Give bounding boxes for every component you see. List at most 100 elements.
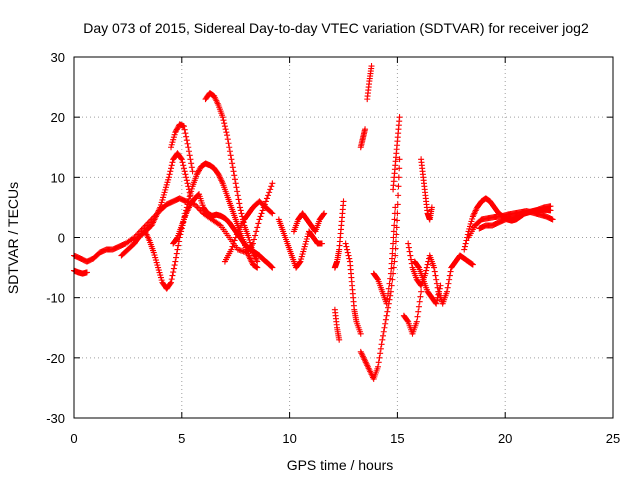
data-point [216,221,223,228]
data-point [221,120,228,127]
data-point [188,164,195,171]
data-point [342,240,349,247]
data-point [168,165,175,172]
data-point [168,276,175,283]
data-point [185,148,192,155]
data-point [379,336,386,343]
data-point [385,285,392,292]
data-point [388,265,395,272]
data-point [168,162,175,169]
data-point [183,177,190,184]
data-point [182,171,189,178]
data-point [407,252,414,259]
data-point [549,216,556,223]
grid [74,57,613,418]
data-point [396,165,403,172]
data-point [254,224,261,231]
data-point [404,317,411,324]
series-arc-g [202,90,261,265]
data-point [228,156,235,163]
data-point [390,240,397,247]
data-point [436,285,443,292]
data-point [320,211,327,218]
data-point [269,180,276,187]
data-point [173,126,180,133]
data-point [178,155,185,162]
data-point [463,237,470,244]
data-point [219,114,226,121]
data-point [408,256,415,263]
data-point [428,204,435,211]
data-point [396,156,403,163]
data-point [446,276,453,283]
data-point [413,318,420,325]
series-arc-i [275,216,325,271]
data-point [344,249,351,256]
data-point [173,254,180,261]
data-point [268,209,275,216]
data-point [382,320,389,327]
data-point [173,127,180,134]
data-point [368,63,375,70]
tick-labels: 0 5 10 15 20 25 -30 -20 -10 0 10 20 30 [46,50,620,446]
data-point [424,261,431,268]
data-point [173,235,180,242]
data-point [406,248,413,255]
data-point [391,222,398,229]
data-point [434,294,441,301]
axis-ticks [73,56,614,419]
data-point [180,165,187,172]
series-arc-d [142,160,261,292]
data-point [384,295,391,302]
data-point [185,144,192,151]
data-point [461,246,468,253]
data-point [171,262,178,269]
data-point [392,204,399,211]
data-point [436,288,443,295]
data-point [318,240,325,247]
series-arc-l [331,306,343,343]
data-point [231,176,238,183]
data-point [433,297,440,304]
data-point [268,183,275,190]
series-arc-o [364,63,375,103]
data-point [345,252,352,259]
data-point [416,298,423,305]
data-point [166,171,173,178]
data-point [395,192,402,199]
data-point [255,220,262,227]
data-point [167,168,174,175]
data-point [259,207,266,214]
data-point [444,284,451,291]
data-point [374,275,381,282]
data-point [417,281,424,288]
data-point [344,246,351,253]
y-tick-label: 30 [51,50,65,65]
data-point [237,207,244,214]
data-point [174,246,181,253]
data-point [385,304,392,311]
data-point [547,203,554,210]
data-point [415,303,422,310]
data-point [181,168,188,175]
series-arc-p [357,126,369,151]
data-point [165,174,172,181]
series-arc-s [400,288,425,337]
data-point [233,231,240,238]
data-point [296,259,303,266]
data-point [179,159,186,166]
data-point [389,255,396,262]
data-point [256,216,263,223]
data-point [170,265,177,272]
data-point [395,183,402,190]
data-point [169,159,176,166]
data-point [221,123,228,130]
data-point [188,160,195,167]
data-point [340,198,347,205]
series-arc-m [342,240,364,337]
data-point [343,243,350,250]
data-point [224,132,231,139]
data-point [405,240,412,247]
data-point [377,345,384,352]
